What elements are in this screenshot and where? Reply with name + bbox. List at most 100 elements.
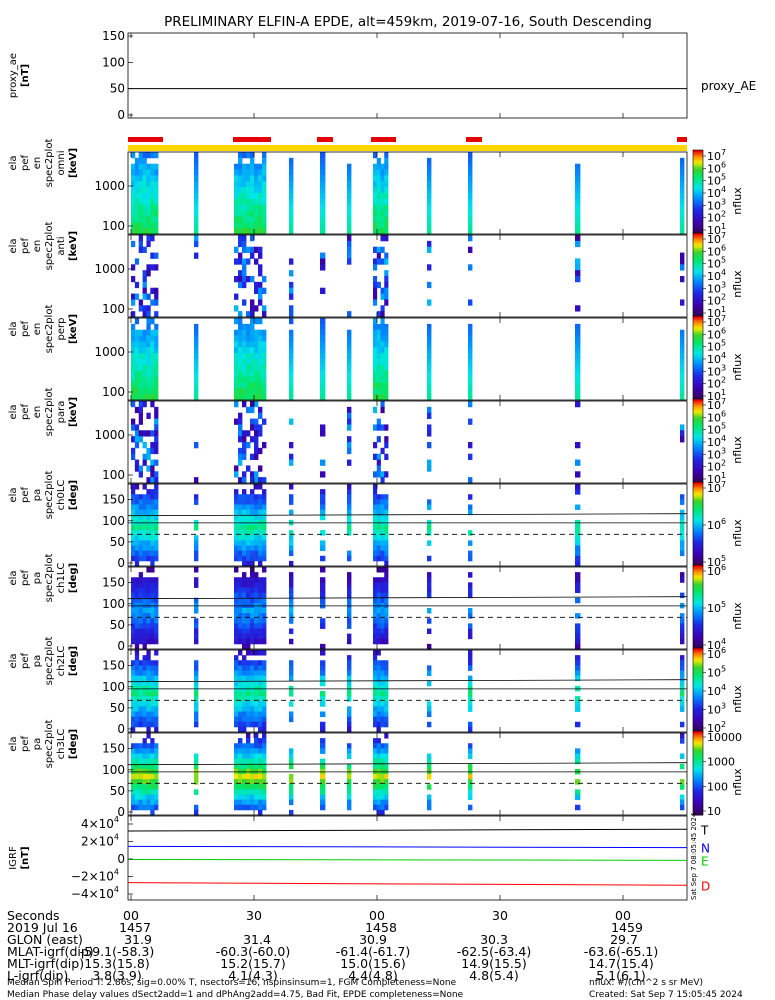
spectrogram-cell <box>234 784 239 790</box>
colorbar-label: nflux <box>731 270 744 298</box>
spectrogram-cell <box>376 535 381 541</box>
spectrogram-cell <box>380 198 385 206</box>
colorbar-cell <box>693 553 703 556</box>
spectrogram-cell <box>131 323 136 331</box>
colorbar-cell <box>693 251 703 255</box>
spectrogram-cell <box>347 424 352 431</box>
spectrogram-cell <box>150 318 155 325</box>
ylabel-line: pa <box>32 572 43 584</box>
spectrogram-cell <box>142 608 147 614</box>
spectrogram-cell <box>320 494 326 500</box>
colorbar-cell <box>693 160 703 164</box>
spectrogram-cell <box>254 382 259 389</box>
spectrogram-cell <box>134 353 140 360</box>
spectrogram-cell <box>347 753 352 760</box>
spectrogram-cell <box>138 701 143 707</box>
spectrogram-cell <box>250 181 255 188</box>
spectrogram-cell <box>134 691 140 697</box>
spectrogram-cell <box>289 484 294 490</box>
tick-exponent: 6 <box>721 517 726 526</box>
spectrogram-cell <box>154 388 159 395</box>
spectrogram-cell <box>347 550 352 557</box>
spectrogram-cell <box>246 329 251 336</box>
panel-frame-en_spec_anti <box>127 234 688 318</box>
spectrogram-cell <box>427 347 432 354</box>
colorbar-tick-label: 106 <box>707 517 726 532</box>
spectrogram-cell <box>142 287 147 294</box>
spectrogram-cell <box>154 484 159 490</box>
spectrogram-cell <box>380 577 385 583</box>
tick-exponent: 6 <box>721 409 726 418</box>
axis-row-label: MLT-igrf(dip) <box>7 956 84 971</box>
spectrogram-cell <box>320 540 326 546</box>
spectrogram-cell <box>131 711 136 718</box>
colorbar-cell <box>693 401 703 404</box>
spectrogram-cell <box>289 388 294 395</box>
spectrogram-cell <box>258 577 263 583</box>
spectrogram-cell <box>254 335 259 342</box>
spectrogram-cell <box>250 675 255 682</box>
spectrogram-cell <box>468 675 473 682</box>
spectrogram-cell <box>138 347 143 354</box>
colorbar-cell <box>693 721 703 725</box>
spectrogram-cell <box>154 477 159 484</box>
spectrogram-cell <box>320 577 326 583</box>
spectrogram-cell <box>468 418 473 425</box>
colorbar-cell <box>693 787 703 791</box>
spectrogram-cell <box>376 514 381 521</box>
spectrogram-cell <box>258 264 263 271</box>
colorbar-cell <box>693 573 703 576</box>
spectrogram-cell <box>254 484 259 490</box>
colorbar-cell <box>693 749 703 753</box>
spectrogram-cell <box>347 743 352 749</box>
spectrogram-cell <box>242 163 247 170</box>
spectrogram-cell <box>154 163 159 170</box>
spectrogram-cell <box>131 447 136 455</box>
spectrogram-cell <box>238 204 243 211</box>
spectrogram-cell <box>246 163 251 170</box>
ylabel-line: pa <box>32 489 43 501</box>
tick-exponent: 3 <box>721 702 726 711</box>
spectrogram-cell <box>680 204 685 211</box>
spectrogram-cell <box>427 335 432 342</box>
spectrogram-cell <box>154 804 159 811</box>
spectrogram-cell <box>680 660 685 666</box>
spectrogram-cell <box>146 753 151 760</box>
spectrogram-cell <box>142 509 147 516</box>
spectrogram-cell <box>142 758 147 765</box>
spectrogram-cell <box>289 582 294 588</box>
spectrogram-cell <box>131 264 136 271</box>
spectrogram-cell <box>234 318 239 325</box>
spectrogram-cell <box>680 670 685 677</box>
colorbar-cell <box>693 581 703 585</box>
spectrogram-cell <box>373 763 378 770</box>
spectrogram-cell <box>131 418 136 425</box>
colorbar-tick-label: 1000 <box>707 756 735 769</box>
ylabel-line: en <box>32 240 43 253</box>
spectrogram-cell <box>194 341 199 348</box>
spectrogram-cell <box>131 706 136 712</box>
spectrogram-cell <box>131 670 136 677</box>
spectrogram-cell <box>246 175 251 182</box>
spectrogram-cell <box>250 210 255 217</box>
panel-frame-en_spec_para <box>127 400 688 484</box>
spectrogram-cell <box>320 258 326 265</box>
ylabel-line: spec2plot <box>44 720 55 769</box>
ylabel-line: [deg] <box>68 646 79 676</box>
spectrogram-cell <box>242 323 247 331</box>
spectrogram-cell <box>320 216 326 223</box>
spectrogram-cell <box>384 665 389 671</box>
spectrogram-cell <box>373 347 378 354</box>
panel-ylabel-pa_spec_ch0LC: elapefpaspec2plotch0LC[deg] <box>8 471 79 520</box>
axis-row-label: Seconds <box>7 908 60 923</box>
spectrogram-cell <box>150 210 155 217</box>
spectrogram-cell <box>376 753 381 760</box>
spectrogram-cell <box>468 353 473 360</box>
spectrogram-cell <box>254 258 259 265</box>
panel-ylabel-pa_spec_ch1LC: elapefpaspec2plotch1LC[deg] <box>8 554 79 603</box>
spectrogram-cell <box>575 670 581 677</box>
spectrogram-cell <box>427 555 432 562</box>
spectrogram-cell <box>194 804 199 811</box>
spectrogram-cell <box>238 152 243 159</box>
spectrogram-cell <box>347 799 352 806</box>
